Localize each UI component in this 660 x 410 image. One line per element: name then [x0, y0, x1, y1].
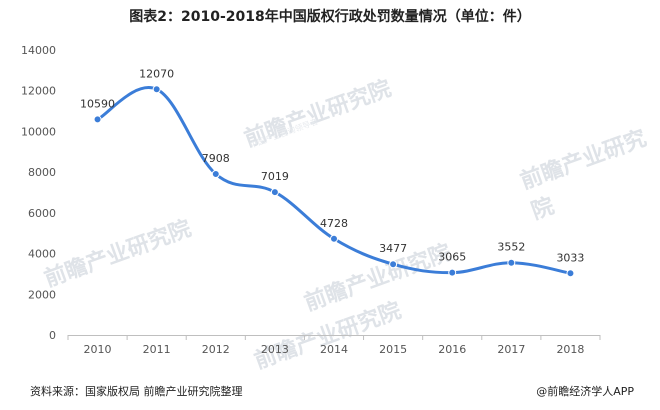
- data-label: 12070: [139, 67, 174, 80]
- y-tick-label: 14000: [21, 44, 56, 57]
- y-tick-label: 8000: [28, 166, 56, 179]
- data-label: 3477: [379, 242, 407, 255]
- x-tick-label: 2010: [84, 343, 112, 356]
- data-point: [93, 115, 102, 124]
- x-tick-label: 2015: [379, 343, 407, 356]
- data-label: 7019: [261, 170, 289, 183]
- y-tick-label: 10000: [21, 125, 56, 138]
- brand-note: @前瞻经济学人APP: [536, 385, 634, 398]
- series-line: [96, 86, 572, 275]
- data-point: [566, 269, 575, 278]
- data-point: [270, 188, 279, 197]
- y-tick-label: 2000: [28, 288, 56, 301]
- y-tick-label: 0: [49, 329, 56, 342]
- source-note: 资料来源：国家版权局 前瞻产业研究院整理: [30, 385, 243, 398]
- x-tick-label: 2014: [320, 343, 348, 356]
- x-tick-label: 2012: [202, 343, 230, 356]
- x-tick-label: 2011: [143, 343, 171, 356]
- data-label: 10590: [80, 97, 115, 110]
- y-tick-label: 12000: [21, 85, 56, 98]
- data-point: [389, 260, 398, 269]
- data-point: [211, 170, 220, 179]
- x-tick-label: 2018: [556, 343, 584, 356]
- chart-title: 图表2：2010-2018年中国版权行政处罚数量情况（单位：件）: [129, 9, 531, 25]
- x-tick-label: 2013: [261, 343, 289, 356]
- data-label: 3065: [438, 251, 466, 264]
- y-tick-label: 4000: [28, 248, 56, 261]
- y-tick-label: 6000: [28, 207, 56, 220]
- x-tick-label: 2017: [497, 343, 525, 356]
- data-label: 7908: [202, 152, 230, 165]
- data-label: 3552: [497, 241, 525, 254]
- data-point: [152, 85, 161, 94]
- data-point: [507, 258, 516, 267]
- data-label: 4728: [320, 217, 348, 230]
- data-point: [330, 234, 338, 243]
- x-tick-label: 2016: [438, 343, 466, 356]
- data-label: 3033: [556, 251, 584, 264]
- data-point: [448, 268, 457, 277]
